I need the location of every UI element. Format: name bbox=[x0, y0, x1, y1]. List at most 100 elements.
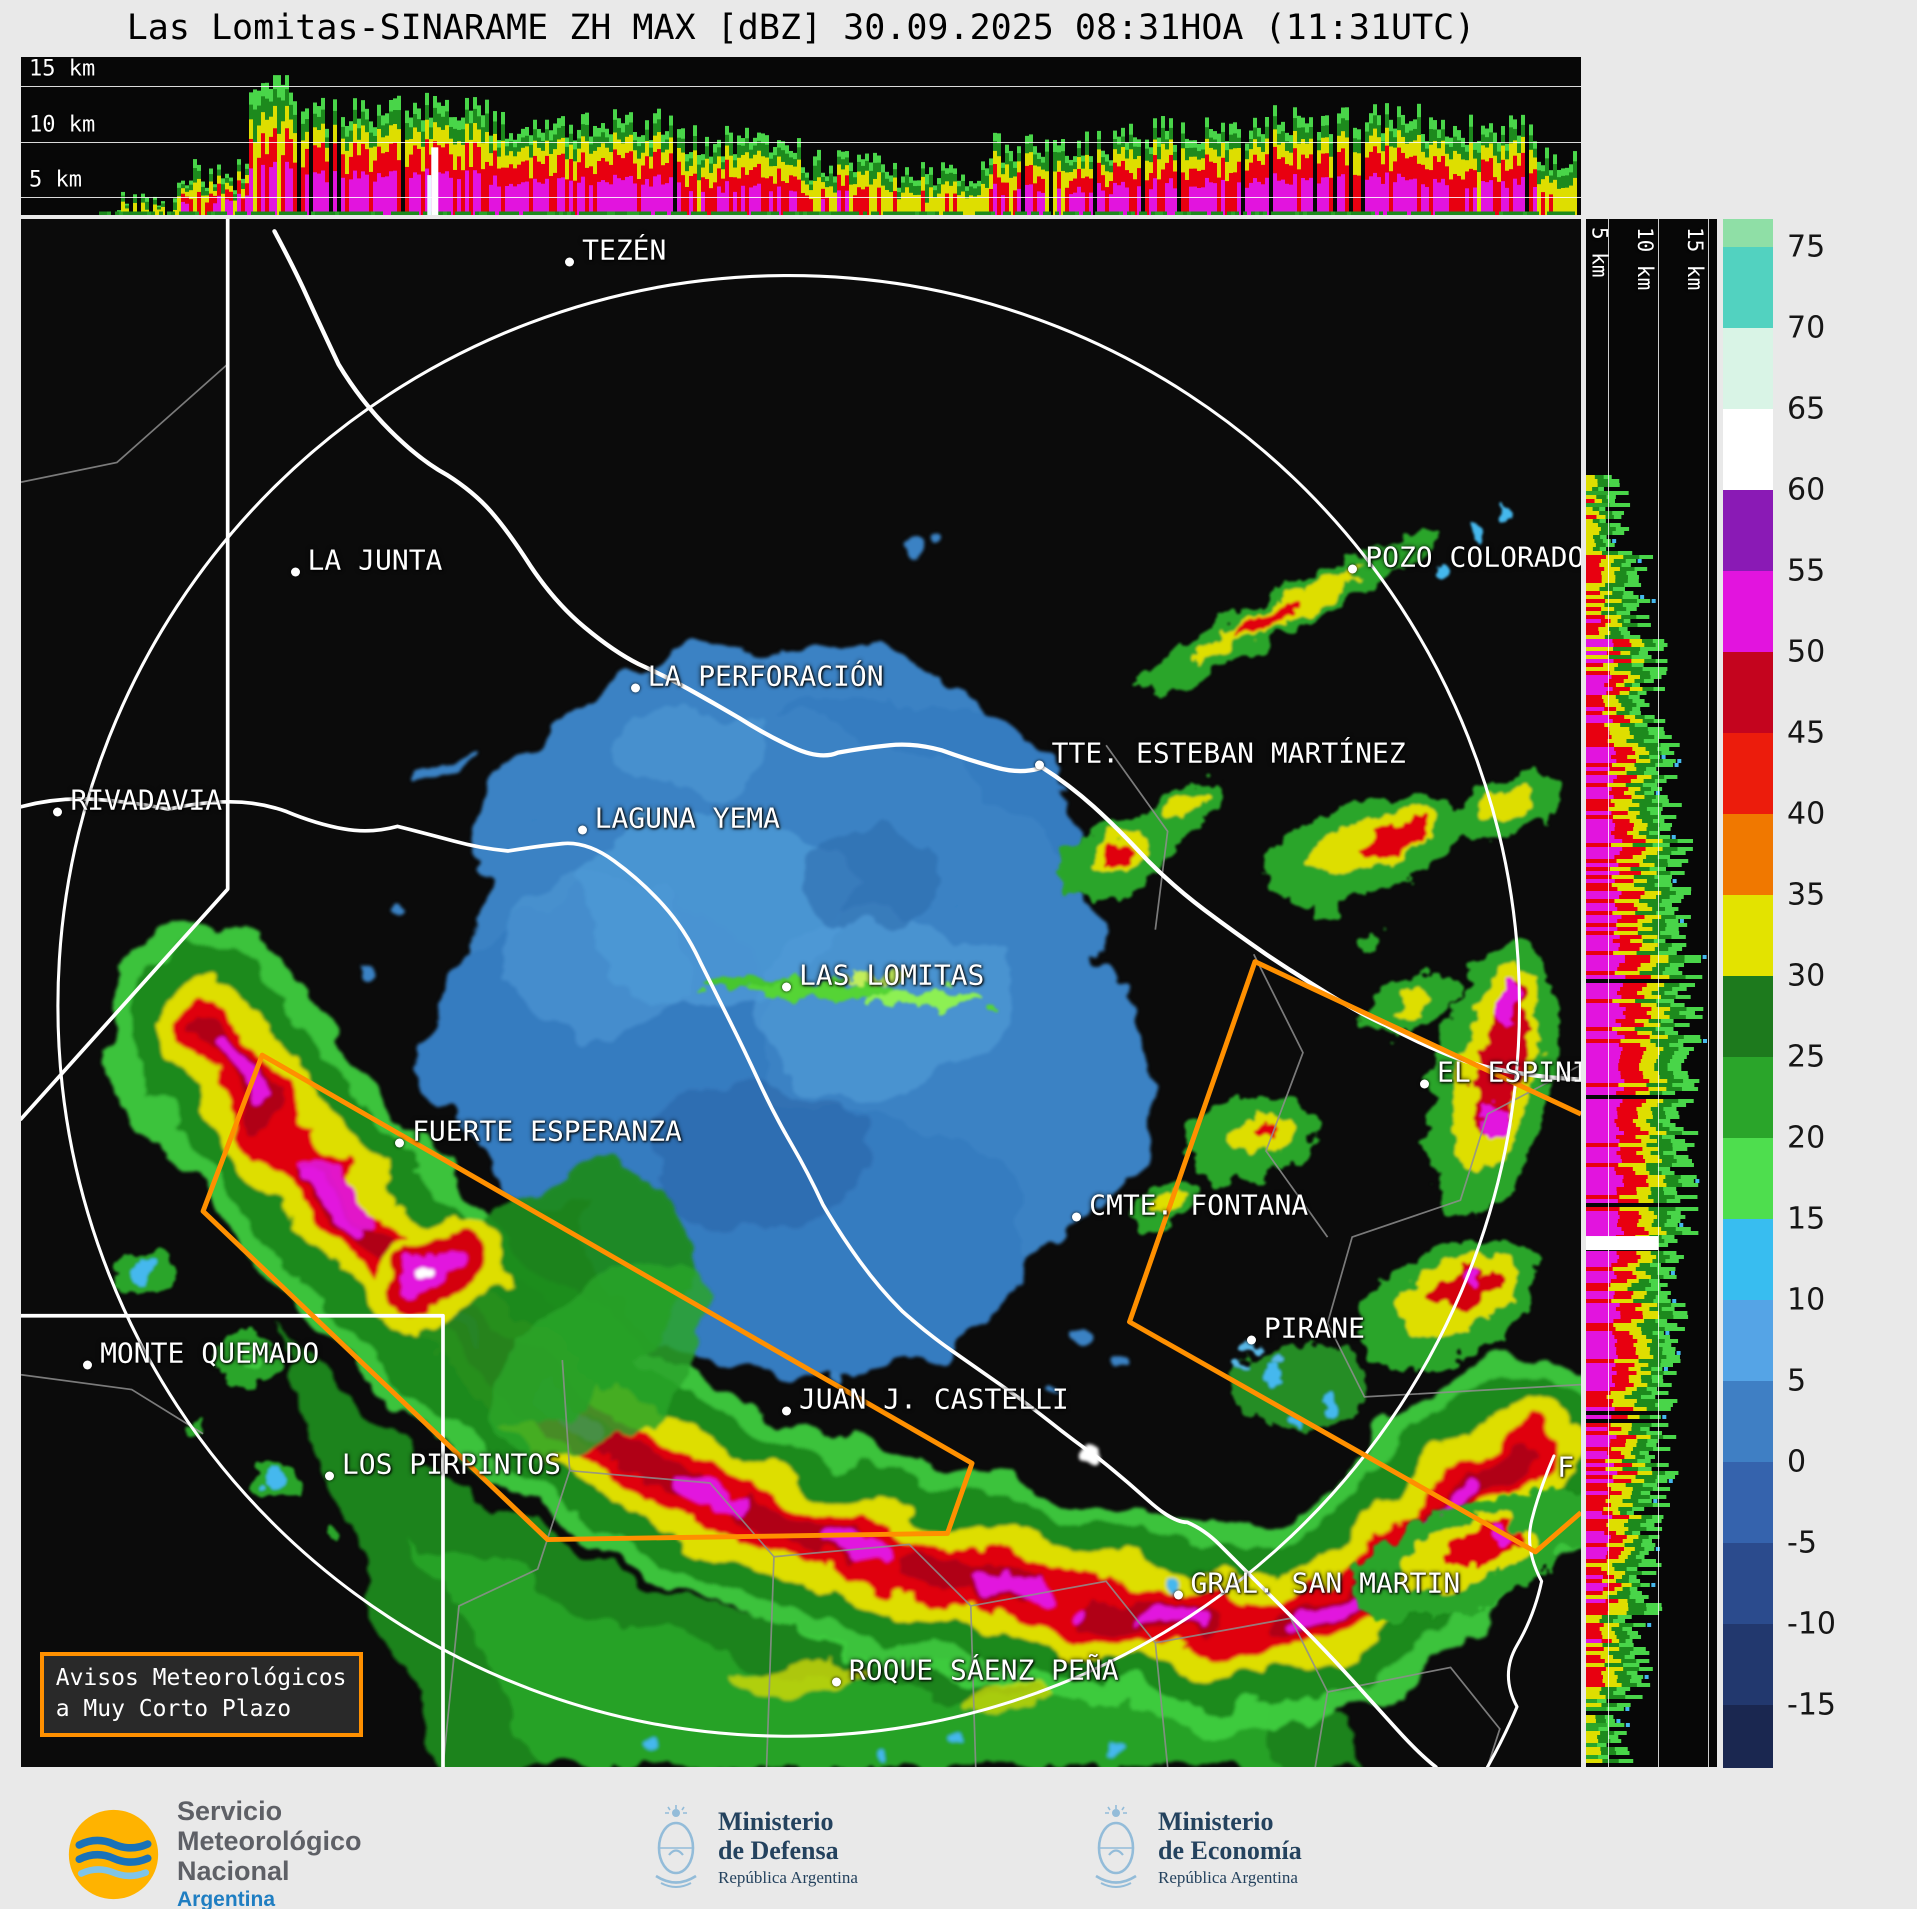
place-label: POZO COLORADO bbox=[1365, 540, 1581, 574]
colorbar-segment bbox=[1723, 219, 1773, 248]
place-dot bbox=[1246, 1335, 1256, 1345]
place-label: ROQUE SÁENZ PEÑA bbox=[848, 1653, 1119, 1687]
economia-line2: de Economía bbox=[1158, 1835, 1302, 1865]
smn-logo bbox=[68, 1809, 159, 1899]
place-label: LAS LOMITAS bbox=[798, 958, 985, 992]
colorbar-tick-label: 70 bbox=[1787, 310, 1826, 346]
smn-country: Argentina bbox=[177, 1888, 276, 1909]
place-dot bbox=[781, 982, 791, 992]
echo-east-storms bbox=[1061, 775, 1581, 1622]
colorbar-segment bbox=[1723, 1057, 1773, 1139]
place-dot bbox=[1420, 1079, 1429, 1089]
height-label-15km-side: 15 km bbox=[1682, 227, 1707, 291]
colorbar-tick-label: -5 bbox=[1787, 1525, 1817, 1561]
warning-advisory-line1: Avisos Meteorológicos bbox=[55, 1665, 347, 1692]
echo-clear-air-blue bbox=[361, 526, 1153, 1396]
colorbar-segment bbox=[1723, 652, 1773, 734]
place-marker: JUAN J. CASTELLI bbox=[781, 1382, 1069, 1427]
place-label: F bbox=[1557, 1450, 1575, 1484]
colorbar-tick-label: 45 bbox=[1787, 715, 1826, 751]
place-label: LOS PIRPINTOS bbox=[341, 1447, 562, 1481]
dbz-colorbar-ticks: 75 70 65 60 55 50 45 40 35 30 25 20 15 10 5 0 -5 -10 -15 bbox=[1781, 219, 1911, 1767]
warning-polygon-sw bbox=[200, 1052, 975, 1542]
range-ring bbox=[56, 274, 1522, 1738]
colorbar-tick-label: 15 bbox=[1787, 1201, 1826, 1237]
colorbar-segment bbox=[1723, 409, 1773, 491]
province-borders-and-rivers bbox=[21, 219, 1581, 1767]
place-dot bbox=[1173, 1590, 1183, 1600]
colorbar-segment bbox=[1723, 814, 1773, 896]
economia-sub: República Argentina bbox=[1158, 1867, 1298, 1887]
place-label: MONTE QUEMADO bbox=[100, 1336, 320, 1370]
colorbar-tick-label: 30 bbox=[1787, 958, 1826, 994]
place-dot bbox=[781, 1406, 791, 1416]
warning-advisory-box: Avisos Meteorológicos a Muy Corto Plazo bbox=[39, 1652, 363, 1737]
warning-polygons bbox=[200, 959, 1581, 1555]
colorbar-tick-label: 50 bbox=[1787, 634, 1826, 670]
place-marker: GRAL. SAN MARTIN bbox=[1173, 1567, 1460, 1612]
radar-map: TEZÉN LA JUNTA POZO COLORADO LA PERFORACIÓN… bbox=[21, 219, 1581, 1767]
place-label: CMTE. FONTANA bbox=[1089, 1188, 1309, 1222]
place-marker: F bbox=[1557, 1451, 1574, 1496]
colorbar-tick-label: 25 bbox=[1787, 1039, 1826, 1075]
colorbar-segment bbox=[1723, 328, 1773, 410]
place-dot bbox=[1034, 760, 1044, 770]
place-dot bbox=[290, 567, 300, 577]
dbz-colorbar bbox=[1723, 219, 1773, 1768]
place-marker: POZO COLORADO bbox=[1348, 540, 1581, 585]
place-marker: TTE. ESTEBAN MARTÍNEZ bbox=[1034, 737, 1406, 782]
province-border-sw bbox=[21, 1313, 445, 1767]
defensa-sub: República Argentina bbox=[718, 1867, 858, 1887]
echo-center-streak bbox=[706, 973, 998, 1011]
place-dot bbox=[577, 825, 587, 835]
height-line-15km bbox=[21, 86, 1581, 88]
province-border-nw bbox=[21, 219, 230, 1121]
ministerio-defensa-block: Ministerio de Defensa República Argentin… bbox=[648, 1804, 858, 1890]
cross-section-side: 5 km 10 km 15 km bbox=[1586, 219, 1717, 1767]
place-dot bbox=[1348, 564, 1358, 574]
colorbar-tick-label: 10 bbox=[1787, 1282, 1826, 1318]
height-label-15km: 15 km bbox=[29, 57, 96, 82]
footer: Servicio Meteorológico Nacional Argentin… bbox=[0, 1796, 1917, 1909]
place-dot bbox=[83, 1360, 93, 1370]
place-marker: LAGUNA YEMA bbox=[577, 802, 780, 847]
economia-line1: Ministerio bbox=[1158, 1806, 1274, 1836]
colorbar-segment bbox=[1723, 733, 1773, 815]
colorbar-segment bbox=[1723, 1300, 1773, 1382]
place-marker: PIRANE bbox=[1246, 1311, 1365, 1356]
colorbar-segment bbox=[1723, 1381, 1773, 1463]
place-label: LA PERFORACIÓN bbox=[647, 659, 884, 693]
defensa-line1: Ministerio bbox=[718, 1806, 834, 1836]
height-label-10km: 10 km bbox=[29, 112, 96, 138]
colorbar-segment bbox=[1723, 1219, 1773, 1301]
colorbar-segment bbox=[1723, 490, 1773, 572]
coat-of-arms-defensa-icon bbox=[655, 1805, 697, 1888]
place-marker: LOS PIRPINTOS bbox=[324, 1447, 561, 1492]
colorbar-segment bbox=[1723, 895, 1773, 977]
colorbar-tick-label: 65 bbox=[1787, 391, 1826, 427]
place-dot bbox=[565, 257, 575, 267]
place-dot bbox=[324, 1471, 334, 1481]
colorbar-segment bbox=[1723, 1138, 1773, 1220]
height-label-10km-side: 10 km bbox=[1633, 227, 1658, 291]
height-line-15km-side bbox=[1707, 219, 1709, 1767]
colorbar-tick-label: 60 bbox=[1787, 472, 1826, 508]
ministerio-economia-block: Ministerio de Economía República Argenti… bbox=[1088, 1804, 1302, 1890]
department-borders bbox=[21, 363, 1581, 1767]
colorbar-tick-label: 0 bbox=[1787, 1444, 1807, 1480]
place-label: GRAL. SAN MARTIN bbox=[1190, 1566, 1461, 1600]
colorbar-segment bbox=[1723, 1462, 1773, 1544]
place-label: FUERTE ESPERANZA bbox=[412, 1114, 682, 1148]
colorbar-segment bbox=[1723, 1624, 1773, 1706]
place-marker: RIVADAVIA bbox=[53, 783, 222, 828]
place-dot bbox=[1072, 1212, 1082, 1222]
height-line-5km bbox=[21, 196, 1581, 198]
place-dot bbox=[395, 1138, 405, 1148]
place-label: TEZÉN bbox=[582, 233, 667, 267]
place-marker: LA JUNTA bbox=[290, 543, 442, 588]
colorbar-tick-label: -10 bbox=[1787, 1606, 1836, 1642]
place-marker: TEZÉN bbox=[565, 234, 666, 279]
warning-advisory-line2: a Muy Corto Plazo bbox=[55, 1696, 292, 1723]
height-label-5km: 5 km bbox=[29, 167, 82, 193]
place-label: RIVADAVIA bbox=[70, 783, 223, 817]
